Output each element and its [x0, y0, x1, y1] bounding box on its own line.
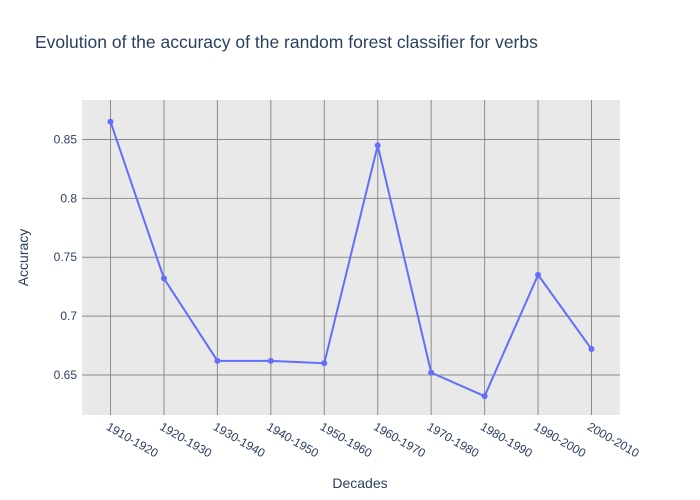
data-point — [535, 271, 542, 278]
x-axis-title: Decades — [332, 475, 387, 491]
data-point — [214, 357, 221, 364]
data-point — [481, 393, 488, 400]
x-tick-label: 1940-1950 — [264, 419, 321, 460]
x-tick-label: 1970-1980 — [425, 419, 482, 460]
data-point — [588, 346, 595, 353]
grid-lines — [82, 100, 620, 415]
x-tick-label: 1910-1920 — [104, 419, 161, 460]
x-tick-label: 1950-1960 — [318, 419, 375, 460]
data-point — [267, 357, 274, 364]
series-line — [109, 121, 593, 398]
y-tick-label: 0.85 — [54, 132, 78, 146]
x-tick-label: 1930-1940 — [211, 419, 268, 460]
y-tick-label: 0.75 — [54, 250, 78, 264]
y-tick-label: 0.65 — [54, 368, 78, 382]
series-markers — [107, 118, 595, 400]
data-point — [107, 118, 114, 125]
y-tick-labels: 0.65 0.7 0.75 0.8 0.85 — [54, 132, 78, 382]
y-tick-label: 0.7 — [60, 309, 77, 323]
y-tick-label: 0.8 — [60, 191, 77, 205]
data-point — [374, 142, 381, 149]
x-tick-label: 1960-1970 — [371, 419, 428, 460]
y-axis-title: Accuracy — [15, 229, 31, 287]
data-point — [428, 369, 435, 376]
x-tick-label: 1920-1930 — [157, 419, 214, 460]
data-point — [160, 275, 167, 282]
data-point — [321, 360, 328, 367]
x-tick-labels: 1910-19201920-19301930-19401940-19501950… — [104, 419, 642, 460]
x-tick-label: 1980-1990 — [478, 419, 535, 460]
chart-title: Evolution of the accuracy of the random … — [35, 32, 538, 52]
x-tick-label: 1990-2000 — [532, 419, 589, 460]
x-tick-label: 2000-2010 — [585, 419, 642, 460]
